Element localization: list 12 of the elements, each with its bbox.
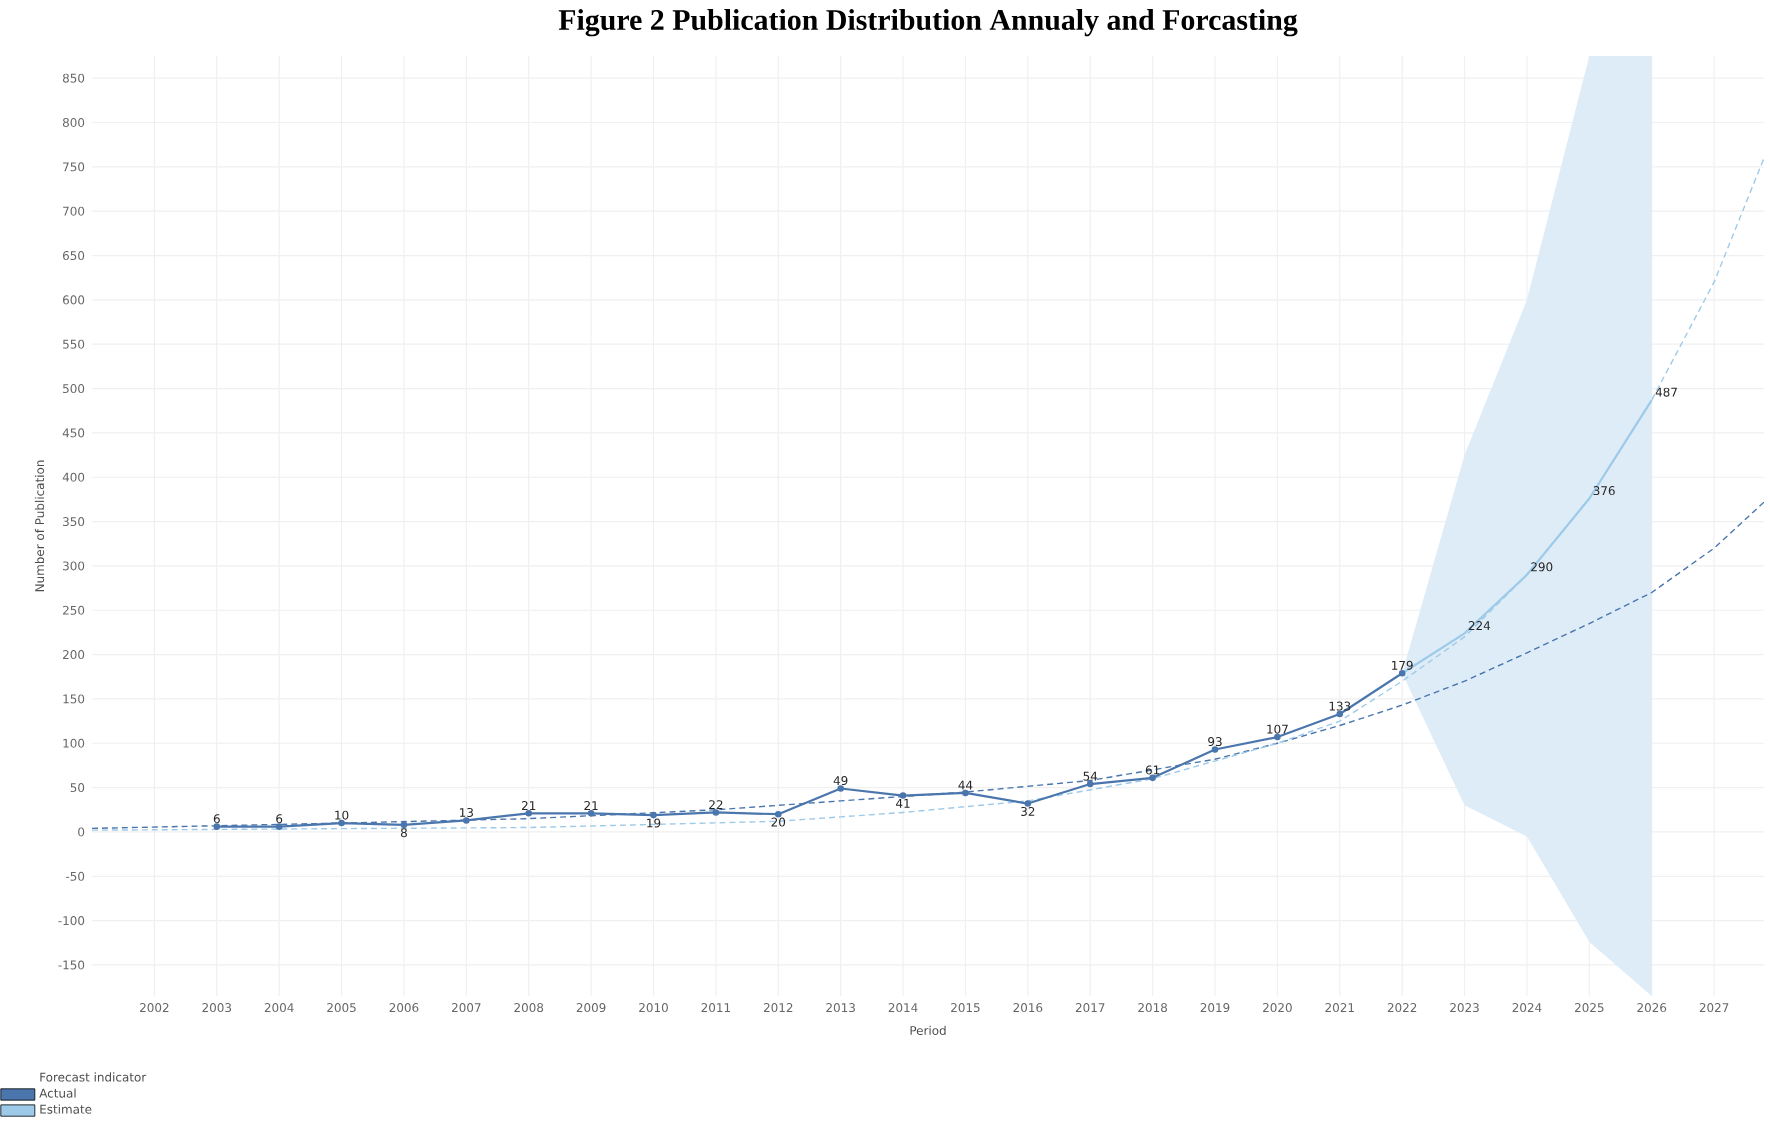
point bbox=[1211, 746, 1219, 753]
point bbox=[837, 785, 844, 792]
chart-title: Figure 2 Publication Distribution Annualy and Forcasting bbox=[558, 9, 1298, 37]
point bbox=[463, 817, 470, 824]
point bbox=[587, 810, 595, 817]
point bbox=[899, 792, 907, 799]
line-series bbox=[92, 501, 1765, 830]
point bbox=[400, 821, 408, 829]
point bbox=[525, 810, 533, 817]
point bbox=[712, 809, 720, 816]
point bbox=[213, 823, 221, 830]
point bbox=[1024, 800, 1032, 807]
